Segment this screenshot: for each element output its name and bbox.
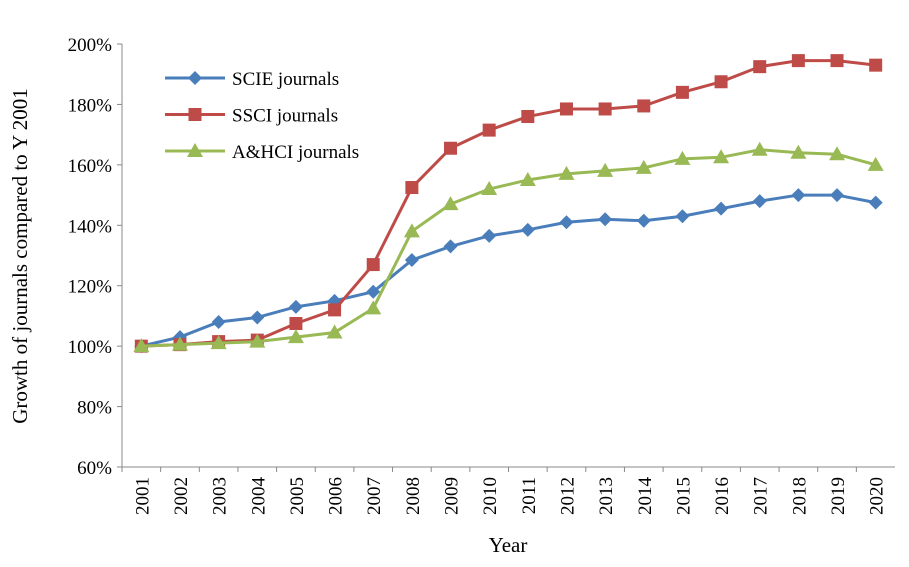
point — [482, 123, 496, 137]
x-tick-label: 2010 — [480, 477, 501, 515]
point — [250, 310, 265, 325]
point — [521, 110, 535, 124]
series-line — [140, 193, 876, 348]
legend-marker — [188, 71, 202, 85]
point — [674, 150, 691, 165]
legend-label: A&HCI journals — [232, 142, 359, 163]
point — [636, 213, 651, 228]
point — [751, 141, 768, 156]
point — [675, 209, 690, 224]
x-tick-label: 2002 — [171, 477, 192, 515]
point — [637, 99, 651, 113]
x-tick-label: 2016 — [712, 477, 733, 515]
x-tick-label: 2015 — [673, 477, 694, 515]
point — [598, 212, 613, 227]
point — [753, 60, 767, 74]
legend-label: SSCI journals — [232, 106, 338, 127]
y-tick-label: 160% — [68, 156, 113, 177]
y-tick-label: 80% — [77, 398, 112, 419]
point — [443, 239, 458, 254]
point — [869, 58, 883, 72]
point — [287, 329, 304, 344]
point — [752, 194, 767, 209]
point — [790, 144, 807, 159]
point — [830, 54, 844, 68]
point — [635, 159, 652, 174]
point — [559, 102, 573, 116]
x-tick-label: 2019 — [828, 477, 849, 515]
point — [519, 171, 536, 186]
point — [366, 258, 380, 272]
point — [405, 181, 419, 195]
point — [171, 336, 188, 351]
point — [289, 316, 303, 330]
point — [867, 156, 884, 171]
point — [403, 223, 420, 238]
point — [829, 146, 846, 161]
point — [791, 188, 806, 203]
point — [559, 215, 574, 230]
legend-label: SCIE journals — [232, 69, 339, 90]
x-tick-label: 2007 — [364, 477, 385, 515]
point — [482, 228, 497, 243]
x-tick-label: 2013 — [596, 477, 617, 515]
x-tick-label: 2014 — [635, 477, 656, 516]
point — [328, 303, 342, 317]
point — [558, 165, 575, 180]
y-axis-label: Growth of journals compared to Y 2001 — [8, 88, 32, 424]
point — [675, 85, 689, 99]
x-tick-label: 2001 — [132, 477, 153, 515]
point — [366, 284, 381, 299]
series-line — [141, 148, 877, 348]
point — [481, 181, 498, 196]
y-tick-label: 120% — [68, 277, 113, 298]
point — [830, 188, 845, 203]
point — [210, 335, 227, 350]
point — [714, 75, 728, 89]
y-tick-label: 60% — [77, 458, 112, 479]
point — [868, 195, 883, 210]
y-tick-label: 140% — [68, 216, 113, 237]
legend-marker — [187, 143, 203, 157]
y-tick-label: 100% — [68, 337, 113, 358]
x-tick-label: 2009 — [442, 477, 463, 515]
point — [404, 253, 419, 268]
x-tick-label: 2003 — [210, 477, 231, 515]
point — [597, 162, 614, 177]
x-tick-label: 2018 — [789, 477, 810, 515]
point — [288, 299, 303, 314]
x-tick-label: 2006 — [326, 477, 347, 515]
point — [444, 141, 458, 155]
x-tick-label: 2017 — [751, 477, 772, 515]
y-tick-label: 180% — [68, 95, 113, 116]
point — [211, 314, 226, 329]
x-tick-label: 2005 — [287, 477, 308, 515]
point — [442, 196, 459, 211]
point — [714, 201, 729, 216]
point — [520, 222, 535, 237]
x-axis-label: Year — [489, 533, 528, 557]
point — [365, 300, 382, 315]
point — [249, 333, 266, 348]
x-tick-label: 2008 — [403, 477, 424, 515]
series-line — [141, 59, 876, 348]
point — [713, 149, 730, 164]
x-tick-label: 2004 — [248, 477, 269, 516]
y-tick-label: 200% — [68, 35, 113, 56]
point — [133, 338, 150, 353]
x-tick-label: 2012 — [557, 477, 578, 515]
x-tick-label: 2020 — [867, 477, 888, 515]
point — [598, 102, 612, 116]
point — [791, 54, 805, 68]
legend-marker — [188, 108, 202, 121]
x-tick-label: 2011 — [519, 477, 540, 514]
point — [326, 324, 343, 339]
